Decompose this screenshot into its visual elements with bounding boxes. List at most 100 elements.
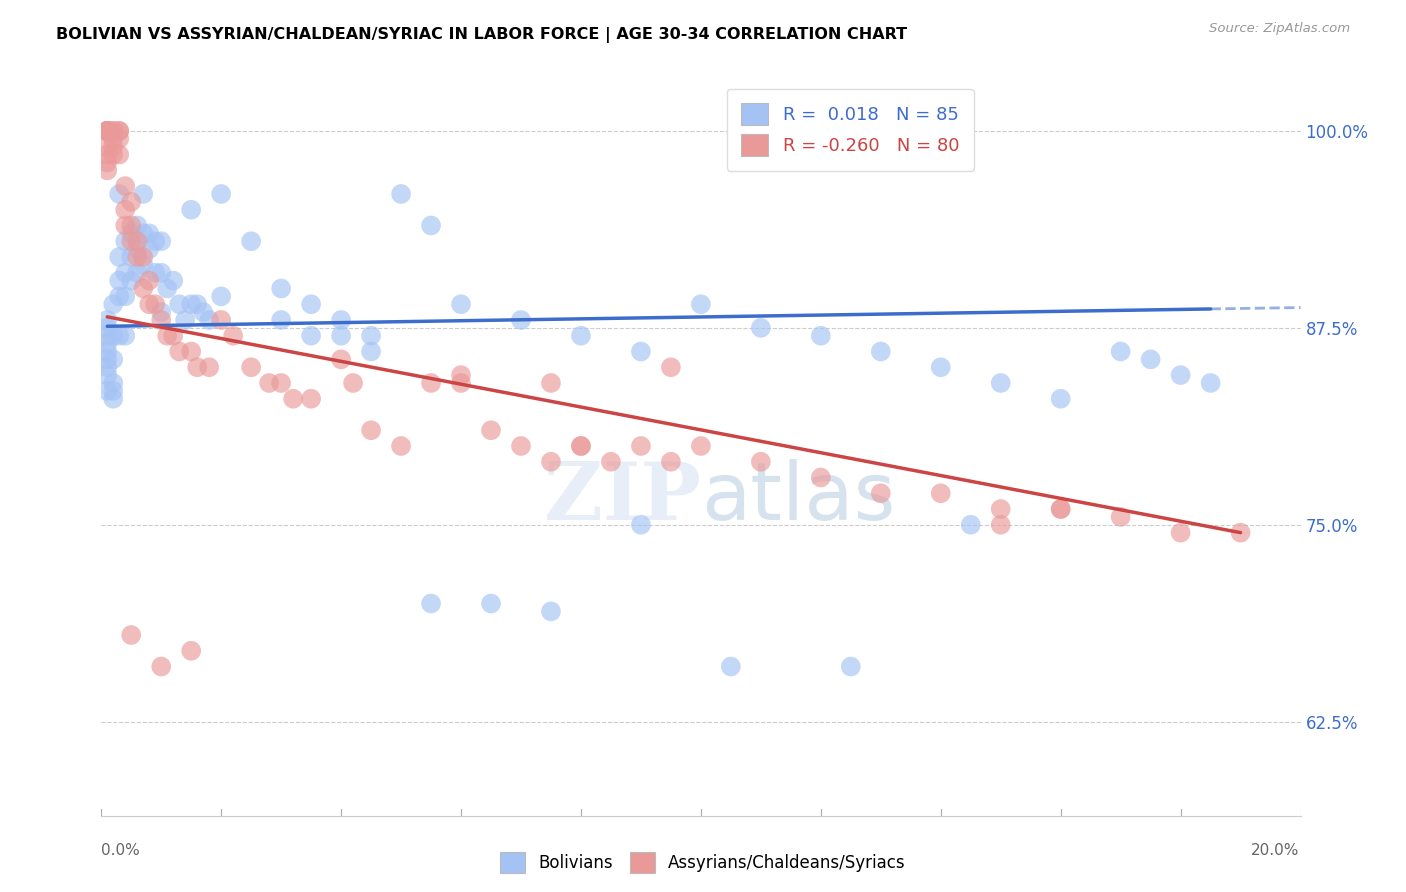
Point — [103, 124, 125, 138]
Point — [96, 124, 118, 138]
Point — [1109, 344, 1132, 359]
Point — [869, 344, 891, 359]
Point — [174, 313, 197, 327]
Point — [240, 234, 263, 248]
Point — [360, 328, 382, 343]
Point — [257, 376, 280, 390]
Point — [120, 234, 142, 248]
Point — [839, 659, 862, 673]
Point — [209, 186, 232, 201]
Point — [156, 328, 179, 343]
Point — [143, 234, 166, 248]
Point — [389, 439, 412, 453]
Point — [360, 344, 382, 359]
Point — [167, 297, 190, 311]
Point — [540, 604, 562, 618]
Point — [450, 376, 472, 390]
Point — [96, 384, 118, 398]
Point — [630, 517, 652, 532]
Point — [330, 313, 353, 327]
Point — [630, 439, 652, 453]
Point — [270, 376, 292, 390]
Point — [138, 227, 160, 241]
Point — [150, 659, 173, 673]
Point — [389, 186, 412, 201]
Point — [1229, 525, 1251, 540]
Point — [96, 360, 118, 375]
Point — [180, 202, 202, 217]
Point — [103, 147, 125, 161]
Point — [96, 124, 118, 138]
Point — [1049, 392, 1071, 406]
Point — [186, 360, 208, 375]
Point — [108, 250, 131, 264]
Point — [103, 124, 125, 138]
Point — [180, 344, 202, 359]
Point — [869, 486, 891, 500]
Point — [103, 328, 125, 343]
Point — [132, 250, 155, 264]
Point — [1049, 502, 1071, 516]
Point — [120, 250, 142, 264]
Point — [103, 384, 125, 398]
Text: Source: ZipAtlas.com: Source: ZipAtlas.com — [1209, 22, 1350, 36]
Point — [240, 360, 263, 375]
Point — [143, 297, 166, 311]
Point — [103, 297, 125, 311]
Point — [540, 376, 562, 390]
Point — [689, 439, 711, 453]
Point — [198, 313, 221, 327]
Point — [420, 219, 443, 233]
Point — [96, 124, 118, 138]
Point — [270, 281, 292, 295]
Point — [96, 124, 118, 138]
Point — [162, 328, 184, 343]
Point — [569, 439, 592, 453]
Point — [209, 289, 232, 303]
Point — [132, 281, 155, 295]
Point — [689, 297, 711, 311]
Point — [630, 344, 652, 359]
Point — [120, 219, 142, 233]
Point — [96, 124, 118, 138]
Point — [186, 297, 208, 311]
Point — [990, 517, 1012, 532]
Point — [749, 321, 772, 335]
Point — [114, 202, 136, 217]
Point — [167, 344, 190, 359]
Point — [810, 470, 832, 484]
Point — [450, 368, 472, 383]
Point — [132, 186, 155, 201]
Point — [114, 266, 136, 280]
Point — [132, 258, 155, 272]
Point — [479, 597, 502, 611]
Point — [270, 313, 292, 327]
Point — [540, 455, 562, 469]
Legend: R =  0.018   N = 85, R = -0.260   N = 80: R = 0.018 N = 85, R = -0.260 N = 80 — [727, 88, 974, 170]
Point — [138, 297, 160, 311]
Point — [569, 439, 592, 453]
Point — [1109, 509, 1132, 524]
Point — [132, 227, 155, 241]
Text: 0.0%: 0.0% — [101, 843, 141, 858]
Point — [114, 234, 136, 248]
Point — [659, 360, 682, 375]
Point — [108, 186, 131, 201]
Point — [103, 392, 125, 406]
Point — [103, 352, 125, 367]
Point — [929, 360, 952, 375]
Point — [299, 392, 322, 406]
Point — [330, 352, 353, 367]
Point — [299, 297, 322, 311]
Point — [162, 274, 184, 288]
Point — [156, 281, 179, 295]
Point — [103, 139, 125, 153]
Point — [127, 242, 149, 256]
Point — [281, 392, 304, 406]
Point — [1049, 502, 1071, 516]
Point — [96, 124, 118, 138]
Point — [600, 455, 623, 469]
Legend: Bolivians, Assyrians/Chaldeans/Syriacs: Bolivians, Assyrians/Chaldeans/Syriacs — [494, 846, 912, 880]
Point — [510, 439, 533, 453]
Point — [1170, 368, 1192, 383]
